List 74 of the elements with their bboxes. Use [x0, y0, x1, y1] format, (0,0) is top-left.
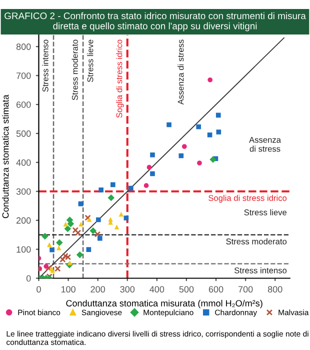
point	[50, 247, 54, 252]
point	[128, 186, 134, 191]
y-tick-label: 500	[16, 130, 31, 137]
point	[146, 164, 152, 170]
point	[44, 264, 49, 269]
point	[150, 171, 155, 176]
point	[62, 252, 68, 260]
point	[208, 77, 212, 82]
point	[98, 188, 104, 192]
y-tick-label: 100	[16, 246, 31, 253]
point	[96, 217, 101, 222]
annotation: Stress lieve	[87, 40, 94, 82]
ref-line-label: Stress intenso	[42, 40, 48, 92]
point	[97, 236, 102, 241]
point	[63, 222, 68, 227]
x-tick-label: 0	[36, 286, 41, 293]
point	[207, 132, 212, 138]
point	[210, 156, 216, 163]
y-axis-title: Conduttanza stomatica stimata	[2, 94, 9, 218]
ref-line-label: Stress moderato	[226, 238, 287, 244]
x-tick-label: 600	[208, 286, 224, 293]
annotation: Assenza di stress	[178, 40, 184, 105]
point	[72, 227, 78, 234]
point	[178, 153, 184, 158]
x-axis-title: Conduttanza stomatica misurata (mmol H₂O/m²s)	[66, 300, 262, 308]
point	[66, 216, 74, 224]
point	[78, 222, 84, 227]
point	[144, 183, 149, 188]
point	[182, 144, 187, 149]
y-tick-label: 700	[16, 72, 31, 79]
point	[150, 152, 155, 158]
point	[90, 227, 97, 234]
x-tick-label: 400	[150, 286, 164, 293]
y-tick-label: 0	[26, 275, 31, 282]
y-tick-label: 400	[16, 159, 31, 166]
point	[94, 231, 101, 238]
point	[74, 230, 82, 236]
y-tick-label: 300	[16, 188, 31, 195]
point	[216, 112, 221, 118]
point	[67, 260, 72, 266]
point	[110, 182, 116, 188]
y-tick-label: 200	[16, 217, 31, 224]
ref-line-label: Soglia di stress idrico	[116, 40, 124, 118]
x-tick-label: 500	[179, 286, 194, 293]
ref-line-label: Stress moderato	[72, 40, 78, 100]
point	[45, 265, 52, 272]
x-tick-label: 800	[268, 286, 282, 293]
ref-line-label: Stress intenso	[234, 267, 287, 274]
point	[166, 122, 172, 128]
point	[54, 266, 61, 272]
point	[42, 232, 48, 240]
point	[76, 251, 84, 258]
point	[56, 239, 63, 246]
y-tick-label: 600	[16, 101, 31, 108]
point	[108, 194, 115, 202]
chart-title: GRAFICO 2 - Confronto tra stato idrico misurato con strumenti di misura diretta e quello stimato con l'app su diversi vitigni	[4, 12, 306, 32]
point	[196, 124, 201, 130]
point	[46, 242, 52, 248]
point	[86, 247, 92, 252]
point	[84, 214, 91, 221]
point	[124, 216, 129, 220]
point	[118, 212, 124, 217]
point	[114, 224, 120, 230]
y-tick-label: 800	[16, 44, 31, 50]
point	[86, 217, 92, 222]
annotation: Assenza di stress	[249, 136, 281, 152]
annotation: Stress lieve	[244, 209, 287, 216]
x-tick-label: 200	[90, 286, 106, 293]
x-tick-label: 300	[120, 286, 135, 293]
x-tick-label: 700	[238, 286, 253, 293]
x-tick-label: 100	[61, 286, 76, 293]
ref-line-label: Soglia di stress idrico	[208, 194, 287, 203]
point	[197, 160, 202, 166]
point	[216, 130, 222, 134]
